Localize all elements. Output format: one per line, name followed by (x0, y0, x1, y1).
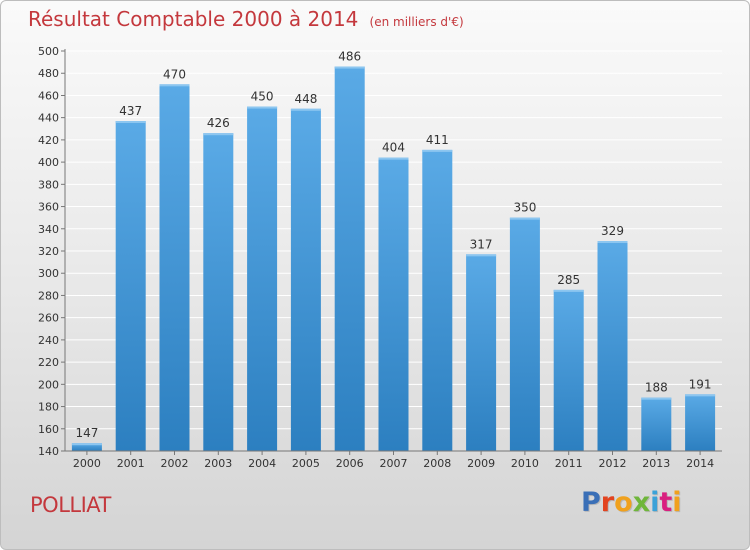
bar-top-highlight (247, 106, 278, 109)
bar-value-label: 329 (601, 224, 624, 238)
y-tick-label: 480 (38, 67, 59, 80)
logo-letter: x (632, 487, 651, 518)
bar-value-label: 147 (75, 426, 98, 440)
logo-letter: i (672, 487, 682, 518)
logo-letter: P (581, 487, 601, 518)
bar-2006 (334, 66, 365, 452)
bar-2004 (247, 106, 278, 452)
y-tick-label: 180 (38, 401, 59, 414)
bar-value-label: 411 (426, 133, 449, 147)
chart-title: Résultat Comptable 2000 à 2014 (en milli… (28, 7, 464, 31)
commune-name: POLLIAT (30, 493, 111, 517)
bar-2014 (685, 394, 716, 451)
bar-top-highlight (422, 149, 453, 152)
bar-2011 (553, 289, 584, 451)
y-tick-label: 220 (38, 356, 59, 369)
y-tick-label: 380 (38, 178, 59, 191)
chart-title-text: Résultat Comptable 2000 à 2014 (28, 7, 359, 31)
bar-2009 (466, 254, 497, 451)
x-tick-label: 2000 (73, 457, 101, 470)
bar-2005 (290, 108, 321, 452)
bar-value-label: 191 (689, 377, 712, 391)
x-tick-label: 2006 (336, 457, 364, 470)
x-tick-label: 2013 (642, 457, 670, 470)
bar-top-highlight (115, 121, 146, 123)
bar-value-label: 404 (382, 141, 405, 155)
bar-top-highlight (378, 157, 409, 160)
bar-2003 (203, 133, 234, 451)
logo-letter: r (600, 487, 615, 518)
proxiti-logo: Proxiti (581, 487, 682, 518)
bar-value-label: 188 (645, 381, 668, 395)
x-tick-label: 2011 (555, 457, 583, 470)
bar-top-highlight (466, 254, 497, 257)
y-tick-label: 340 (38, 223, 59, 236)
chart-unit-note: (en milliers d'€) (369, 15, 464, 29)
bar-2010 (509, 217, 540, 451)
bar-top-highlight (597, 241, 628, 243)
x-tick-label: 2009 (467, 457, 495, 470)
logo-letter: o (614, 487, 633, 518)
y-tick-label: 280 (38, 289, 59, 302)
logo-letter: t (659, 487, 673, 518)
bar-2012 (597, 241, 628, 451)
y-tick-label: 300 (38, 267, 59, 280)
x-tick-label: 2014 (686, 457, 714, 470)
y-tick-label: 160 (38, 423, 59, 436)
y-tick-label: 400 (38, 156, 59, 169)
bar-value-label: 486 (338, 50, 361, 64)
x-tick-label: 2004 (248, 457, 276, 470)
x-tick-label: 2002 (161, 457, 189, 470)
bar-top-highlight (71, 443, 102, 446)
x-tick-label: 2003 (204, 457, 232, 470)
logo-letter: i (650, 487, 660, 518)
y-tick-label: 260 (38, 312, 59, 325)
bar-value-label: 450 (251, 90, 274, 104)
x-tick-label: 2007 (380, 457, 408, 470)
bar-2013 (641, 397, 672, 451)
bar-value-label: 437 (119, 104, 142, 118)
y-tick-label: 420 (38, 134, 59, 147)
bar-top-highlight (553, 289, 584, 292)
bar-2002 (159, 84, 190, 451)
x-tick-label: 2012 (599, 457, 627, 470)
bar-value-label: 448 (294, 92, 317, 106)
bar-value-label: 426 (207, 116, 230, 130)
y-tick-label: 140 (38, 445, 59, 458)
bar-top-highlight (641, 397, 672, 400)
y-tick-label: 320 (38, 245, 59, 258)
x-tick-label: 2010 (511, 457, 539, 470)
y-tick-label: 440 (38, 112, 59, 125)
bar-2001 (115, 121, 146, 451)
bar-top-highlight (685, 394, 716, 397)
bar-top-highlight (203, 133, 234, 136)
y-tick-label: 240 (38, 334, 59, 347)
bar-2007 (378, 157, 409, 451)
bar-top-highlight (290, 108, 321, 111)
x-tick-label: 2008 (423, 457, 451, 470)
y-tick-label: 460 (38, 89, 59, 102)
bar-top-highlight (334, 66, 365, 69)
x-tick-label: 2001 (117, 457, 145, 470)
bar-top-highlight (509, 217, 540, 220)
bar-value-label: 350 (513, 201, 536, 215)
bar-top-highlight (159, 84, 190, 87)
x-tick-label: 2005 (292, 457, 320, 470)
bar-value-label: 285 (557, 273, 580, 287)
bar-2008 (422, 149, 453, 451)
y-tick-label: 360 (38, 201, 59, 214)
bar-value-label: 470 (163, 67, 186, 81)
y-tick-label: 200 (38, 378, 59, 391)
bar-value-label: 317 (470, 237, 493, 251)
y-tick-label: 500 (38, 45, 59, 58)
bar-2000 (71, 443, 102, 451)
